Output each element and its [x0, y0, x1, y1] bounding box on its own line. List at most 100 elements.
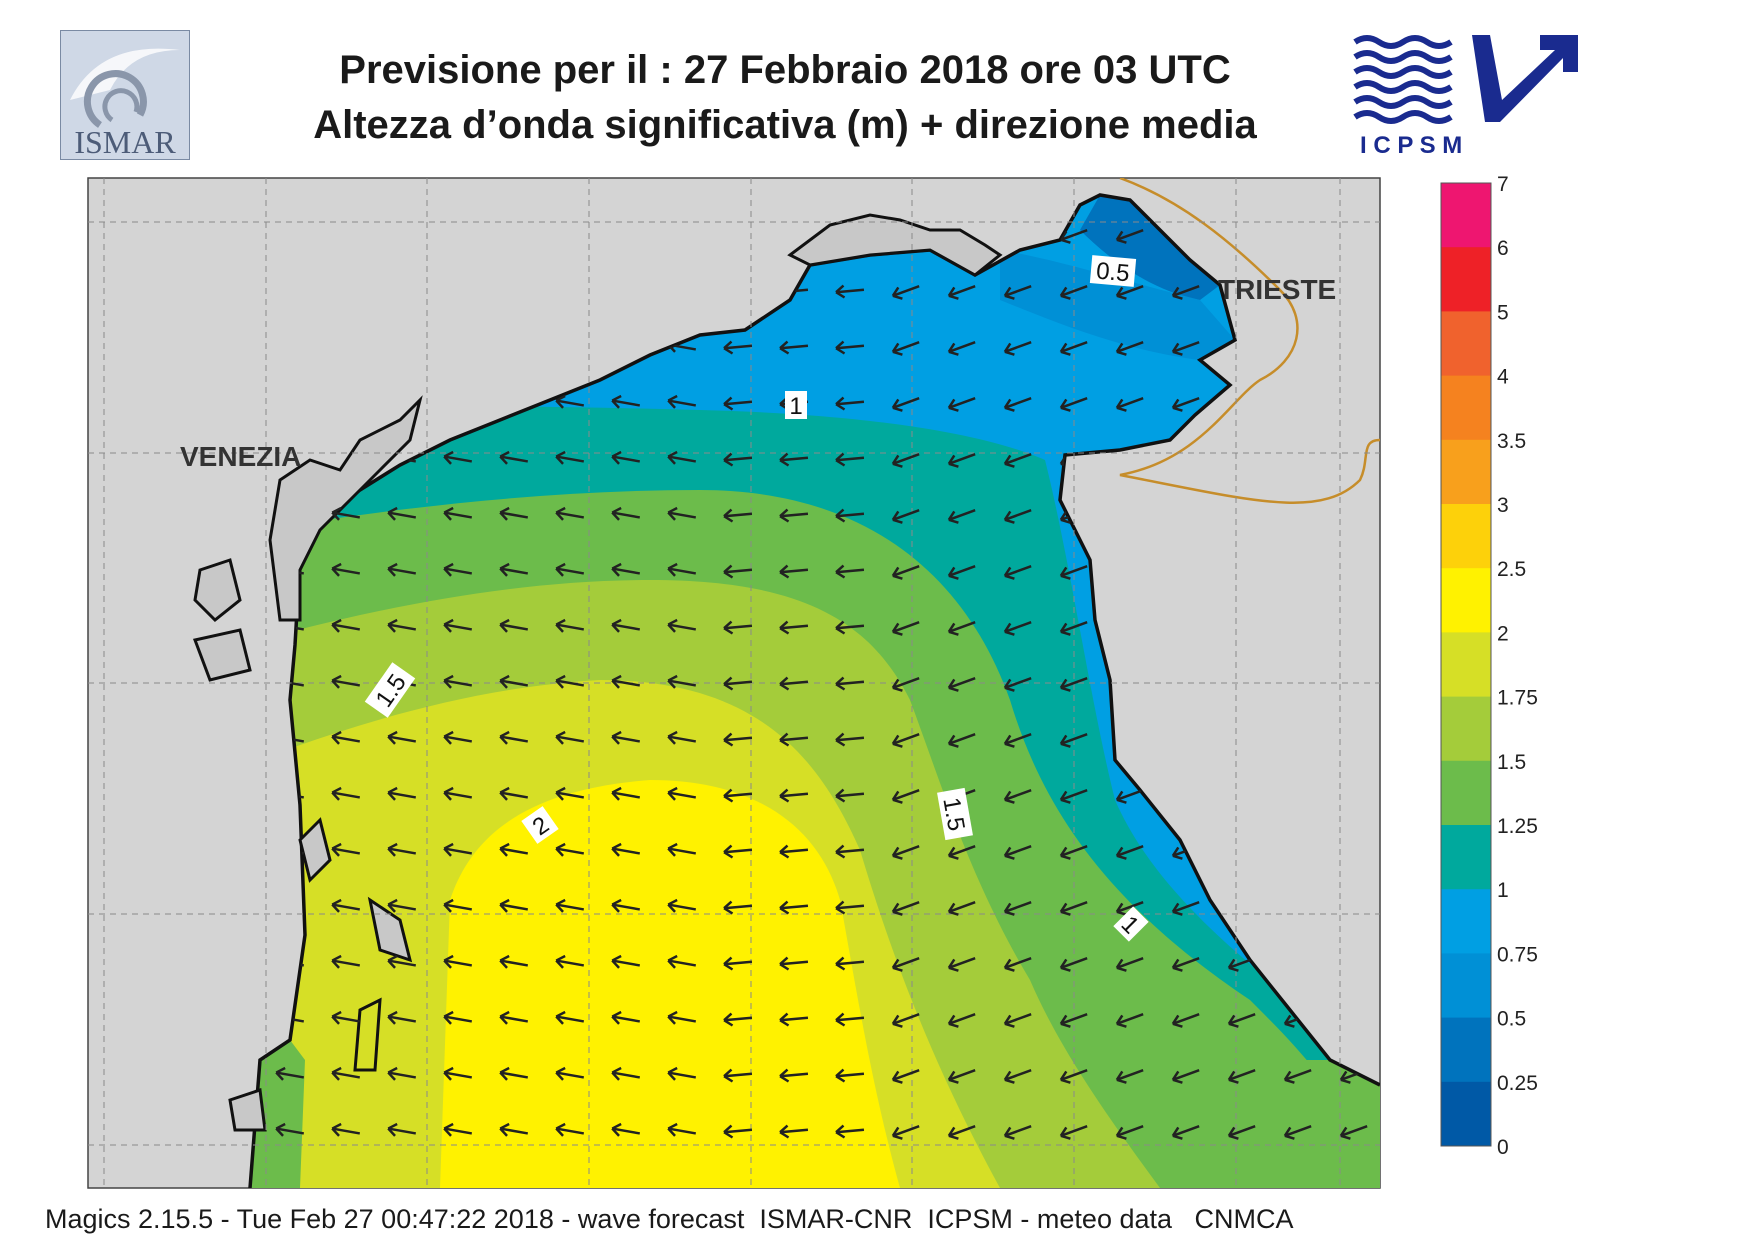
arrow-shaft	[555, 903, 585, 911]
wave-direction-arrow	[443, 842, 473, 857]
arrow-shaft	[611, 791, 641, 799]
wave-direction-arrow	[1059, 789, 1088, 804]
arrow-head	[611, 1066, 622, 1081]
wave-direction-arrow	[667, 506, 697, 521]
wave-direction-arrow	[1115, 341, 1144, 356]
arrow-shaft	[555, 1071, 585, 1079]
wave-direction-arrow	[947, 677, 976, 692]
arrow-shaft	[779, 512, 809, 518]
wave-direction-arrow	[1003, 285, 1032, 300]
arrow-head	[835, 284, 846, 299]
wave-direction-arrow	[1003, 341, 1032, 356]
arrow-shaft	[611, 399, 641, 407]
arrow-head	[499, 674, 510, 689]
wave-direction-arrow	[499, 562, 529, 577]
arrow-head	[1171, 1126, 1183, 1140]
arrow-head	[555, 450, 566, 465]
arrow-shaft	[892, 397, 920, 409]
arrow-head	[667, 618, 678, 633]
arrow-head	[611, 1010, 622, 1025]
ismar-logo-text: ISMAR	[74, 124, 176, 160]
arrow-head	[611, 842, 622, 857]
wave-direction-arrow	[835, 1068, 865, 1083]
wave-direction-arrow	[555, 1066, 585, 1081]
arrow-head	[1003, 510, 1015, 524]
arrow-head	[387, 730, 398, 745]
arrow-head	[667, 394, 678, 409]
wave-direction-arrow	[611, 674, 641, 689]
wave-direction-arrow	[1003, 1125, 1032, 1140]
footer-credits: Magics 2.15.5 - Tue Feb 27 00:47:22 2018…	[45, 1204, 1294, 1234]
arrow-head	[723, 844, 734, 859]
colorbar-segment	[1441, 183, 1491, 248]
arrow-shaft	[443, 847, 473, 855]
arrow-head	[611, 450, 622, 465]
arrow-shaft	[1116, 285, 1144, 297]
arrow-head	[443, 898, 454, 913]
colorbar-segment	[1441, 889, 1491, 954]
arrow-shaft	[387, 1015, 417, 1023]
arrow-head	[891, 286, 903, 300]
arrow-head	[499, 1066, 510, 1081]
arrow-shaft	[948, 845, 976, 857]
arrow-head	[947, 902, 959, 916]
arrow-head	[1059, 902, 1071, 916]
wave-direction-arrow	[611, 1122, 641, 1137]
arrow-shaft	[1060, 1125, 1088, 1137]
arrow-head	[443, 562, 454, 577]
arrow-head	[1115, 286, 1127, 300]
colorbar-segment	[1441, 504, 1491, 569]
arrow-shaft	[443, 1071, 473, 1079]
arrow-head	[387, 786, 398, 801]
wave-direction-arrow	[779, 620, 809, 635]
arrow-head	[1171, 902, 1183, 916]
arrow-shaft	[892, 677, 920, 689]
arrow-shaft	[1060, 229, 1088, 241]
arrow-head	[779, 564, 790, 579]
arrow-shaft	[667, 455, 697, 463]
arrow-shaft	[667, 511, 697, 519]
arrow-head	[779, 1068, 790, 1083]
wave-direction-arrow	[1115, 845, 1144, 860]
wave-direction-arrow	[1115, 285, 1144, 300]
arrow-shaft	[779, 680, 809, 686]
arrow-shaft	[611, 567, 641, 575]
contour-label-1-5-east: 1.5	[937, 795, 969, 833]
arrow-head	[835, 1068, 846, 1083]
colorbar-tick-label: 1.75	[1497, 687, 1538, 710]
wave-direction-arrow	[835, 956, 865, 971]
wave-direction-arrow	[723, 396, 753, 411]
arrow-shaft	[1116, 957, 1144, 969]
colorbar-tick-label: 0.5	[1497, 1008, 1526, 1031]
arrow-shaft	[948, 901, 976, 913]
arrow-shaft	[1060, 957, 1088, 969]
arrow-shaft	[835, 736, 865, 742]
wave-direction-arrow	[891, 901, 920, 916]
arrow-head	[499, 786, 510, 801]
arrow-shaft	[555, 1127, 585, 1135]
arrow-head	[499, 954, 510, 969]
arrow-head	[1003, 1126, 1015, 1140]
arrow-shaft	[948, 1125, 976, 1137]
arrow-head	[1171, 286, 1183, 300]
wave-direction-arrow	[1003, 621, 1032, 636]
arrow-shaft	[1004, 677, 1032, 689]
arrow-head	[499, 618, 510, 633]
wave-direction-arrow	[331, 730, 361, 745]
arrow-head	[835, 508, 846, 523]
arrow-shaft	[1172, 1069, 1200, 1081]
wave-direction-arrow	[835, 732, 865, 747]
arrow-shaft	[723, 736, 753, 742]
arrow-shaft	[499, 847, 529, 855]
arrow-shaft	[948, 957, 976, 969]
arrow-head	[891, 1126, 903, 1140]
arrow-shaft	[611, 959, 641, 967]
arrow-head	[779, 788, 790, 803]
arrow-shaft	[387, 1127, 417, 1135]
arrow-head	[779, 508, 790, 523]
arrow-head	[947, 398, 959, 412]
arrow-head	[947, 566, 959, 580]
colorbar-segment	[1441, 311, 1491, 377]
arrow-head	[835, 452, 846, 467]
wave-direction-arrow	[835, 452, 865, 467]
